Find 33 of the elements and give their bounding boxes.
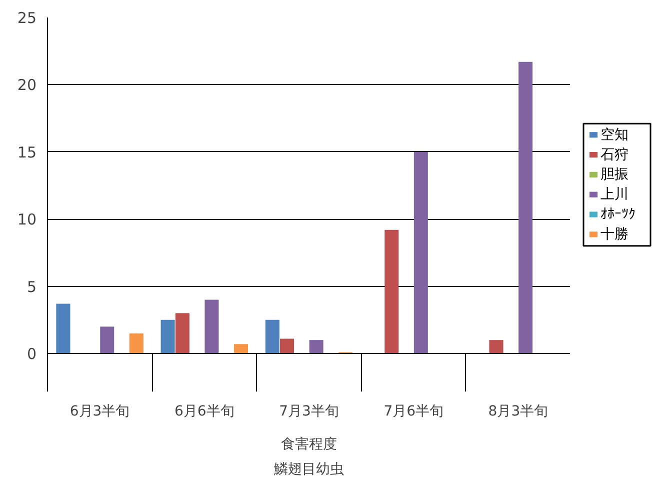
y-tick-label: 15 [17,143,37,162]
legend-label: ｵﾎｰﾂｸ [600,206,636,222]
bar [100,326,114,354]
legend-label: 空知 [600,126,628,143]
bar [56,304,70,354]
x-axis-title: 食害程度 [281,436,337,452]
bar [309,340,324,354]
y-tick-label: 25 [17,9,37,27]
bar [280,338,294,354]
bar [489,340,504,354]
legend-label: 石狩 [600,146,628,163]
bar [175,313,190,354]
legend-label: 上川 [600,186,628,203]
y-tick-label: 5 [26,278,37,296]
bar [234,344,248,354]
y-tick-label: 0 [26,345,37,363]
legend-label: 胆振 [600,166,628,183]
x-tick-label: 7月3半旬 [279,404,339,420]
bar [265,320,280,354]
y-tick-label: 20 [17,76,37,94]
text: 鱗翅目幼虫 [274,462,344,478]
bar [414,152,428,354]
bar [204,300,219,354]
x-tick-label: 7月6半旬 [384,404,444,420]
bar [160,320,175,354]
x-tick-label: 6月3半旬 [70,404,130,420]
y-tick-label: 10 [17,210,37,229]
x-tick-label: 8月3半旬 [488,404,548,420]
legend-label: 十勝 [600,226,628,242]
bar [129,333,144,354]
bar [518,62,533,354]
x-tick-label: 6月6半旬 [174,404,234,420]
bar [384,230,399,354]
